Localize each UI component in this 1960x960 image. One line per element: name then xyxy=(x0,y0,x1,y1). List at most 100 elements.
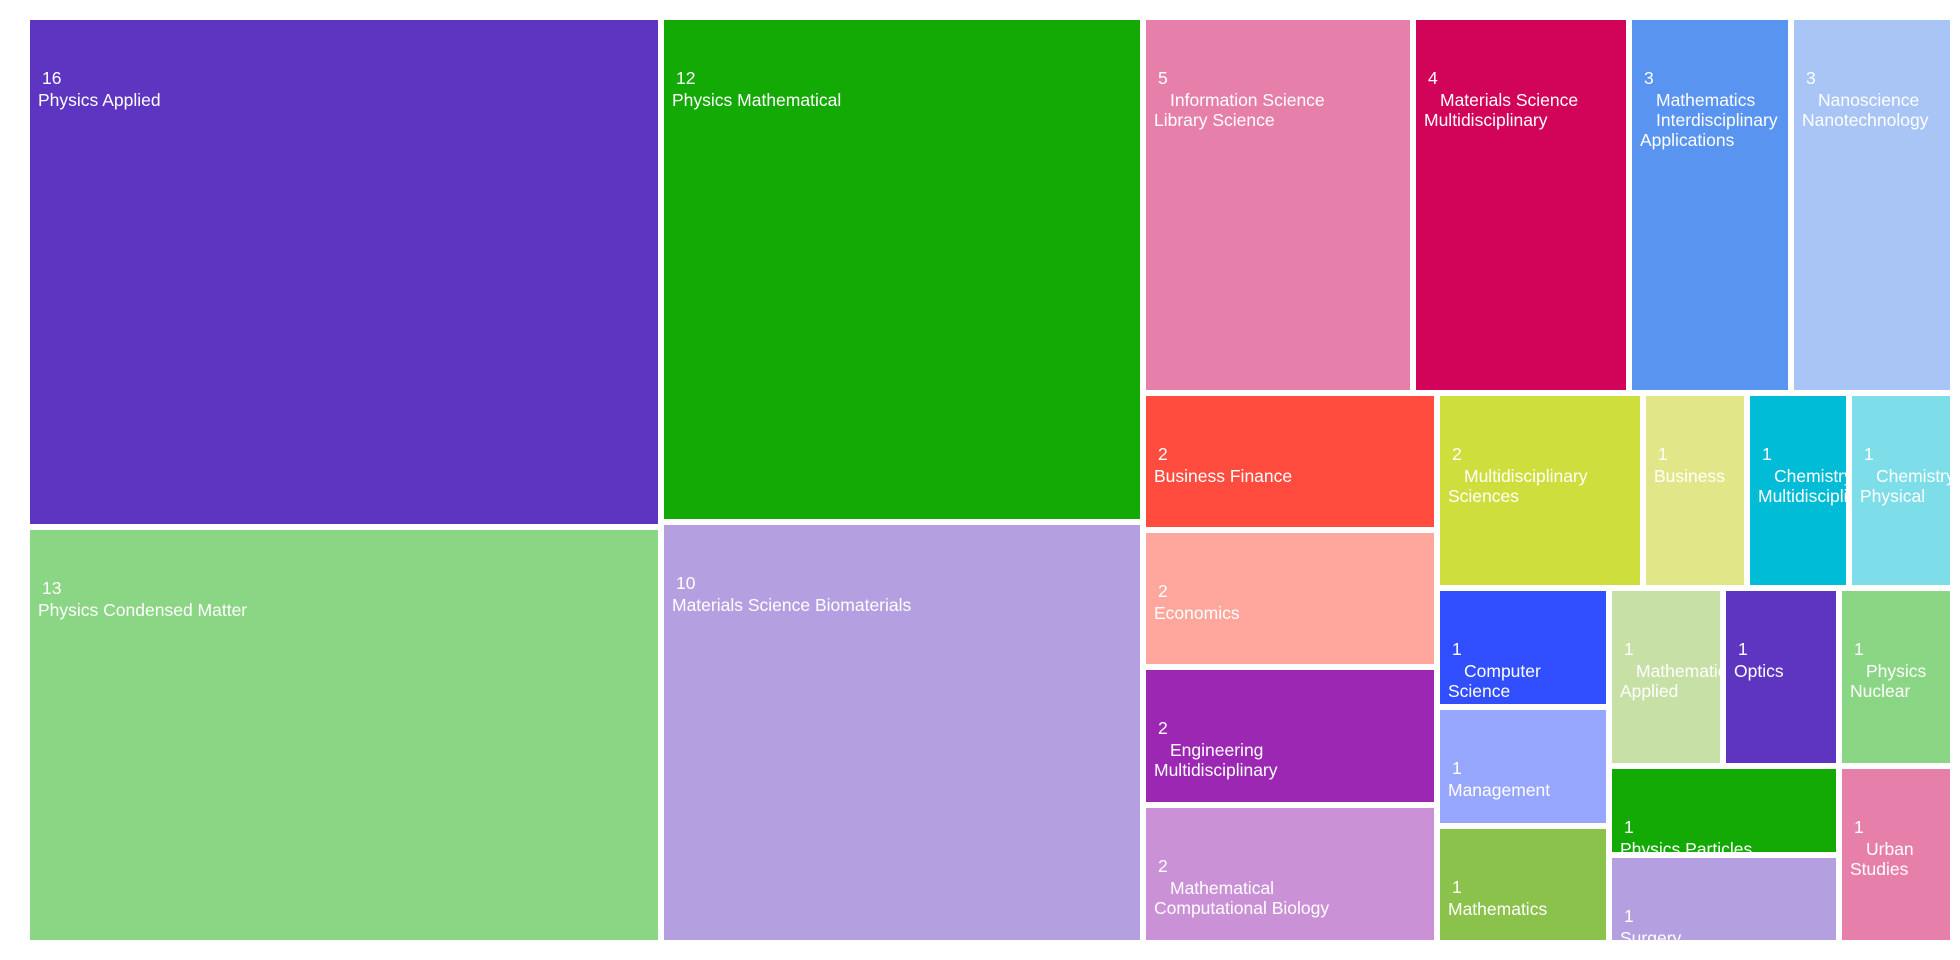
treemap-cell-mathematics-interdisciplinary-applications: 3MathematicsInterdisciplinaryApplication… xyxy=(1632,20,1788,390)
treemap-rect-engineering-multidisciplinary xyxy=(1146,670,1434,802)
treemap-rect-business-finance xyxy=(1146,396,1434,527)
treemap-rect-computer-science xyxy=(1440,591,1606,704)
treemap-label-mathematical-computational-biology-line-1: Mathematical xyxy=(1170,878,1274,898)
treemap-rect-multidisciplinary-sciences xyxy=(1440,396,1640,585)
treemap-label-materials-science-multidisciplinary-line-2: Multidisciplinary xyxy=(1424,110,1548,130)
treemap-value-physics-particles: 1 xyxy=(1624,817,1634,837)
treemap-value-materials-science-multidisciplinary: 4 xyxy=(1428,68,1438,88)
treemap-value-optics: 1 xyxy=(1738,639,1748,659)
treemap-value-economics: 2 xyxy=(1158,581,1168,601)
treemap-label-computer-science-line-1: Computer xyxy=(1464,661,1541,681)
treemap-label-chemistry-physical-line-2: Physical xyxy=(1860,486,1925,506)
treemap-label-optics-line-1: Optics xyxy=(1734,661,1784,681)
treemap-value-mathematical-computational-biology: 2 xyxy=(1158,856,1168,876)
treemap-label-nanoscience-nanotechnology-line-1: Nanoscience xyxy=(1818,90,1919,110)
treemap-label-urban-studies-line-2: Studies xyxy=(1850,859,1909,879)
treemap-value-business-finance: 2 xyxy=(1158,444,1168,464)
treemap-label-physics-nuclear-line-2: Nuclear xyxy=(1850,681,1910,701)
treemap-value-chemistry-multidisciplinary: 1 xyxy=(1762,444,1772,464)
treemap-label-mathematics-interdisciplinary-applications-line-3: Applications xyxy=(1640,130,1735,150)
treemap-rect-economics xyxy=(1146,533,1434,664)
treemap-label-multidisciplinary-sciences-line-2: Sciences xyxy=(1448,486,1519,506)
treemap-label-chemistry-multidisciplinary-line-2: Multidisciplinary xyxy=(1758,486,1882,506)
treemap-rect-physics-applied xyxy=(30,20,658,524)
treemap-label-physics-particles-line-1: Physics Particles xyxy=(1620,839,1753,859)
treemap-label-economics-line-1: Economics xyxy=(1154,603,1240,623)
treemap-value-business: 1 xyxy=(1658,444,1668,464)
treemap-label-information-science-library-science-line-2: Library Science xyxy=(1154,110,1275,130)
treemap-label-business-finance-line-1: Business Finance xyxy=(1154,466,1292,486)
treemap-value-nanoscience-nanotechnology: 3 xyxy=(1806,68,1816,88)
treemap-value-engineering-multidisciplinary: 2 xyxy=(1158,718,1168,738)
treemap-rect-surgery xyxy=(1612,858,1836,940)
treemap-rect-information-science-library-science xyxy=(1146,20,1410,390)
treemap-rect-mathematics xyxy=(1440,829,1606,940)
treemap-label-multidisciplinary-sciences-line-1: Multidisciplinary xyxy=(1464,466,1588,486)
treemap-rect-urban-studies xyxy=(1842,769,1950,940)
treemap-value-surgery: 1 xyxy=(1624,906,1634,926)
treemap-label-materials-science-multidisciplinary-line-1: Materials Science xyxy=(1440,90,1578,110)
treemap-rect-physics-mathematical xyxy=(664,20,1140,519)
treemap-value-materials-science-biomaterials: 10 xyxy=(676,573,696,593)
treemap-label-information-science-library-science-line-1: Information Science xyxy=(1170,90,1325,110)
treemap-rect-physics-particles xyxy=(1612,769,1836,852)
treemap-rect-physics-condensed-matter xyxy=(30,530,658,940)
treemap-value-mathematics: 1 xyxy=(1452,877,1462,897)
treemap-label-mathematical-computational-biology-line-2: Computational Biology xyxy=(1154,898,1329,918)
treemap-label-physics-condensed-matter-line-1: Physics Condensed Matter xyxy=(38,600,247,620)
treemap-rect-physics-nuclear xyxy=(1842,591,1950,763)
treemap-rect-chemistry-multidisciplinary xyxy=(1750,396,1846,585)
treemap-label-mathematics-applied-line-1: Mathematics xyxy=(1636,661,1735,681)
treemap-rect-mathematics-interdisciplinary-applications xyxy=(1632,20,1788,390)
treemap-rect-materials-science-biomaterials xyxy=(664,525,1140,940)
treemap-label-chemistry-physical-line-1: Chemistry xyxy=(1876,466,1955,486)
treemap-value-mathematics-applied: 1 xyxy=(1624,639,1634,659)
treemap-rect-chemistry-physical xyxy=(1852,396,1950,585)
treemap-label-physics-nuclear-line-1: Physics xyxy=(1866,661,1927,681)
treemap-label-mathematics-interdisciplinary-applications-line-1: Mathematics xyxy=(1656,90,1755,110)
treemap-label-business-line-1: Business xyxy=(1654,466,1725,486)
treemap-rect-mathematics-applied xyxy=(1612,591,1720,763)
treemap-value-chemistry-physical: 1 xyxy=(1864,444,1874,464)
treemap-rect-business xyxy=(1646,396,1744,585)
treemap-rect-management xyxy=(1440,710,1606,823)
treemap-value-physics-condensed-matter: 13 xyxy=(42,578,61,598)
treemap-label-physics-mathematical-line-1: Physics Mathematical xyxy=(672,90,841,110)
treemap-value-urban-studies: 1 xyxy=(1854,817,1864,837)
treemap-rect-optics xyxy=(1726,591,1836,763)
treemap-label-urban-studies-line-1: Urban xyxy=(1866,839,1914,859)
treemap-value-multidisciplinary-sciences: 2 xyxy=(1452,444,1462,464)
treemap-value-computer-science: 1 xyxy=(1452,639,1462,659)
treemap-rect-mathematical-computational-biology xyxy=(1146,808,1434,940)
treemap-value-mathematics-interdisciplinary-applications: 3 xyxy=(1644,68,1654,88)
treemap-value-physics-mathematical: 12 xyxy=(676,68,695,88)
treemap-label-mathematics-interdisciplinary-applications-line-2: Interdisciplinary xyxy=(1656,110,1778,130)
treemap-rect-materials-science-multidisciplinary xyxy=(1416,20,1626,390)
treemap-label-materials-science-biomaterials-line-1: Materials Science Biomaterials xyxy=(672,595,912,615)
treemap-label-chemistry-multidisciplinary-line-1: Chemistry xyxy=(1774,466,1853,486)
treemap-label-engineering-multidisciplinary-line-2: Multidisciplinary xyxy=(1154,760,1278,780)
treemap-label-computer-science-line-2: Science xyxy=(1448,681,1510,701)
treemap-label-mathematics-applied-line-2: Applied xyxy=(1620,681,1678,701)
